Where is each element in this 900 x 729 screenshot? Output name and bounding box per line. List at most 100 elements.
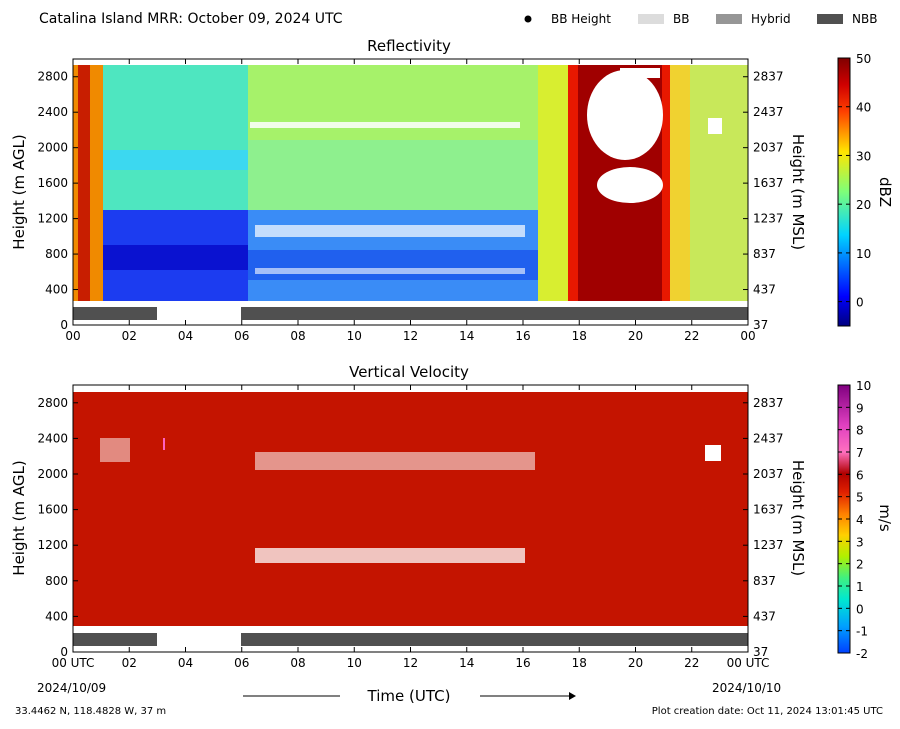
- xtick-label: 22: [684, 656, 699, 670]
- xtick-label: 10: [347, 656, 362, 670]
- ytick-left-label: 2800: [37, 70, 68, 84]
- colorbar-tick-label: 2: [856, 558, 864, 572]
- xtick-label: 16: [515, 329, 530, 343]
- ytick-left-label: 2000: [37, 141, 68, 155]
- reflectivity-colorbar: [837, 57, 851, 327]
- legend-bb-height-marker: [524, 15, 532, 23]
- velocity-ylabel-left: Height (m AGL): [10, 460, 28, 575]
- xtick-label: 00 UTC: [727, 656, 770, 670]
- colorbar-tick-label: 8: [856, 424, 864, 438]
- reflectivity-title: Reflectivity: [367, 37, 451, 55]
- ytick-right-label: 837: [753, 247, 776, 261]
- colorbar-tick-label: 9: [856, 401, 864, 415]
- ytick-right-label: 1237: [753, 212, 784, 226]
- velocity-ylabel-right: Height (m MSL): [789, 460, 807, 576]
- ytick-right-label: 2437: [753, 431, 784, 445]
- ytick-right-label: 37: [753, 645, 768, 659]
- ytick-left-label: 0: [60, 645, 68, 659]
- ytick-right-label: 37: [753, 318, 768, 332]
- xtick-label: 06: [234, 329, 249, 343]
- colorbar-tick-label: -1: [856, 625, 868, 639]
- xtick-label: 06: [234, 656, 249, 670]
- ytick-right-label: 837: [753, 574, 776, 588]
- xtick-label: 04: [178, 329, 193, 343]
- precip-type-legend: BB Height BB Hybrid NBB: [524, 12, 877, 26]
- ytick-left-label: 1600: [37, 503, 68, 517]
- ytick-left-label: 0: [60, 318, 68, 332]
- ytick-right-label: 437: [753, 283, 776, 297]
- ytick-right-label: 437: [753, 609, 776, 623]
- legend-label-0: BB Height: [551, 12, 611, 26]
- colorbar-tick-label: 50: [856, 52, 871, 66]
- ytick-left-label: 1200: [37, 212, 68, 226]
- colorbar-tick-label: 0: [856, 296, 864, 310]
- ytick-left-label: 2800: [37, 396, 68, 410]
- colorbar-tick-label: 40: [856, 101, 871, 115]
- xtick-label: 22: [684, 329, 699, 343]
- xtick-label: 00 UTC: [52, 656, 95, 670]
- xtick-label: 16: [515, 656, 530, 670]
- start-date: 2024/10/09: [37, 681, 106, 695]
- xtick-label: 02: [122, 656, 137, 670]
- colorbar-tick-label: 10: [856, 379, 871, 393]
- creation-date: Plot creation date: Oct 11, 2024 13:01:4…: [652, 706, 883, 717]
- ytick-right-label: 2037: [753, 467, 784, 481]
- xtick-label: 12: [403, 656, 418, 670]
- figure-title: Catalina Island MRR: October 09, 2024 UT…: [39, 11, 343, 27]
- end-date: 2024/10/10: [712, 681, 781, 695]
- colorbar-tick-label: 1: [856, 580, 864, 594]
- ytick-right-label: 2037: [753, 141, 784, 155]
- ytick-right-label: 1237: [753, 538, 784, 552]
- xtick-label: 08: [290, 329, 305, 343]
- xtick-label: 14: [459, 656, 474, 670]
- colorbar-tick-label: -2: [856, 647, 868, 661]
- colorbar-tick-label: 7: [856, 446, 864, 460]
- xtick-label: 10: [347, 329, 362, 343]
- reflectivity-ylabel-right: Height (m MSL): [789, 134, 807, 250]
- arrow-head: [569, 692, 576, 700]
- reflectivity-colorbar-ticks: 50 40 30 20 10 0: [838, 52, 871, 310]
- velocity-heatmap: [73, 385, 748, 652]
- colorbar-tick-label: 5: [856, 491, 864, 505]
- ytick-right-label: 2837: [753, 70, 784, 84]
- legend-label-1: BB: [673, 12, 689, 26]
- xtick-label: 20: [628, 329, 643, 343]
- colorbar-tick-label: 0: [856, 602, 864, 616]
- colorbar-tick-label: 30: [856, 149, 871, 163]
- xtick-label: 18: [572, 329, 587, 343]
- reflectivity-colorbar-label: dBZ: [876, 177, 894, 207]
- ytick-left-label: 2400: [37, 105, 68, 119]
- xtick-label: 12: [403, 329, 418, 343]
- ytick-left-label: 800: [45, 247, 68, 261]
- colorbar-tick-label: 10: [856, 247, 871, 261]
- legend-swatch-bb: [638, 14, 664, 24]
- legend-swatch-nbb: [817, 14, 843, 24]
- ytick-left-label: 2400: [37, 431, 68, 445]
- colorbar-tick-label: 20: [856, 198, 871, 212]
- colorbar-tick-label: 4: [856, 513, 864, 527]
- ytick-left-label: 2000: [37, 467, 68, 481]
- velocity-colorbar-label: m/s: [876, 504, 894, 532]
- xtick-label: 02: [122, 329, 137, 343]
- xtick-label: 18: [572, 656, 587, 670]
- ytick-right-label: 1637: [753, 176, 784, 190]
- ytick-left-label: 400: [45, 609, 68, 623]
- colorbar-tick-label: 6: [856, 468, 864, 482]
- xtick-label: 00: [65, 329, 80, 343]
- xtick-label: 20: [628, 656, 643, 670]
- x-axis-label: Time (UTC): [367, 687, 451, 705]
- velocity-title: Vertical Velocity: [349, 363, 469, 381]
- legend-swatch-hybrid: [716, 14, 742, 24]
- legend-label-2: Hybrid: [751, 12, 791, 26]
- xtick-label: 04: [178, 656, 193, 670]
- legend-label-3: NBB: [852, 12, 877, 26]
- ytick-left-label: 400: [45, 283, 68, 297]
- reflectivity-heatmap: [73, 59, 748, 325]
- ytick-right-label: 2837: [753, 396, 784, 410]
- xtick-label: 08: [290, 656, 305, 670]
- ytick-right-label: 2437: [753, 105, 784, 119]
